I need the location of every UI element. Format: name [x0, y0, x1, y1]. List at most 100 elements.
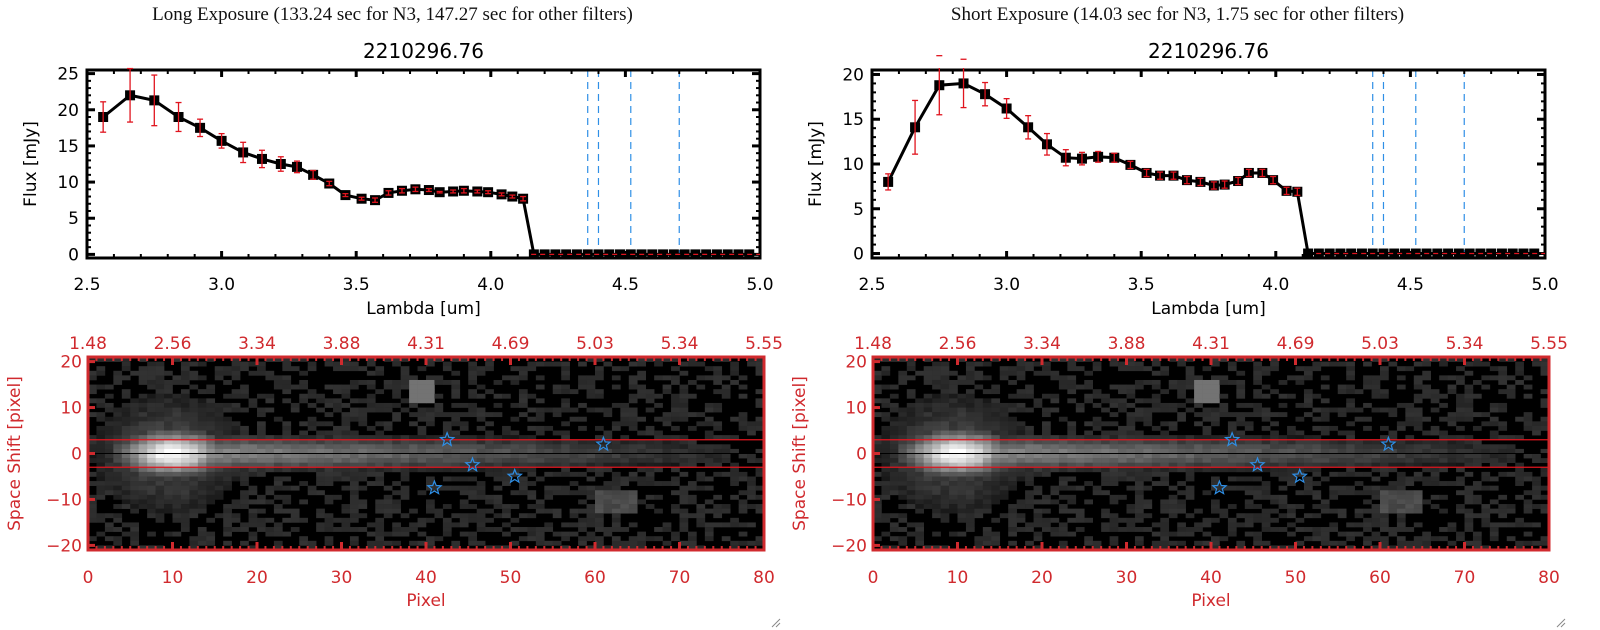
data-point-marker [1346, 248, 1357, 259]
x-tick-label: 50 [500, 568, 522, 588]
x-tick-label: 10 [947, 568, 969, 588]
y-axis-label: Space Shift [pixel] [790, 376, 810, 531]
data-point-marker [1335, 248, 1346, 259]
x-tick-label: 4.0 [1262, 275, 1289, 295]
y-tick-label: −10 [831, 490, 867, 510]
x-tick-label: 0 [868, 568, 879, 588]
data-point-marker [711, 249, 722, 260]
x-tick-label: 80 [1538, 568, 1560, 588]
long-exposure-spectrum-chart: 2210296.76 2.5 3.0 3.5 4.0 4.5 5.0 0 5 10 15 20 25 La… [21, 39, 774, 319]
y-axis-label: Flux [mJy] [806, 121, 826, 207]
x-tick-label: 10 [162, 568, 184, 588]
x-tick-label: 40 [415, 568, 437, 588]
x-tick-label: 70 [669, 568, 691, 588]
data-point-marker [1303, 248, 1314, 259]
y-axis-label: Flux [mJy] [21, 121, 41, 207]
x-tick-label: 2.5 [858, 275, 885, 295]
y-tick-label: 10 [845, 399, 867, 419]
top-wavelength-label: 3.88 [1108, 334, 1146, 354]
source-star-marker [1223, 431, 1241, 447]
data-point-marker [668, 249, 679, 260]
long-exposure-image-chart: 0 10 20 30 40 50 60 70 80 1.48 2.56 3.34 3.88 4.31 4.6… [5, 334, 783, 611]
data-point-marker [658, 249, 669, 260]
top-wavelength-label: 5.34 [1446, 334, 1484, 354]
chart-title: 2210296.76 [363, 39, 484, 63]
short-exposure-panel: Short Exposure (14.03 sec for N3, 1.75 s… [785, 0, 1570, 630]
y-axis-label: Space Shift [pixel] [5, 376, 25, 531]
top-wavelength-label: 5.03 [576, 334, 614, 354]
x-tick-label: 4.0 [477, 275, 504, 295]
x-axis-label: Pixel [406, 591, 445, 611]
top-wavelength-label: 2.56 [154, 334, 192, 354]
top-wavelength-label: 4.69 [1277, 334, 1315, 354]
panel-title: Long Exposure (133.24 sec for N3, 147.27… [152, 4, 633, 25]
intensity-image [873, 357, 1550, 551]
y-tick-label: 15 [57, 137, 79, 157]
top-wavelength-label: 5.55 [745, 334, 783, 354]
y-tick-label: 5 [853, 200, 864, 220]
y-tick-label: 20 [57, 101, 79, 121]
short-exposure-image-chart: 0 10 20 30 40 50 60 70 80 1.48 2.56 3.34 3.88 4.31 4.6… [790, 334, 1568, 611]
x-tick-label: 3.5 [1128, 275, 1155, 295]
x-tick-label: 80 [753, 568, 775, 588]
y-tick-label: −20 [831, 536, 867, 556]
data-point-marker [1400, 248, 1411, 259]
top-wavelength-label: 4.31 [407, 334, 445, 354]
source-star-marker [464, 456, 481, 473]
x-tick-label: 20 [1031, 568, 1053, 588]
x-tick-label: 50 [1285, 568, 1307, 588]
x-tick-label: 0 [83, 568, 94, 588]
x-axis-label: Lambda [um] [1151, 299, 1265, 319]
x-axis-label: Pixel [1191, 591, 1230, 611]
x-tick-label: 70 [1454, 568, 1476, 588]
x-tick-label: 20 [246, 568, 268, 588]
source-star-marker [1249, 456, 1266, 473]
y-tick-label: 0 [68, 245, 79, 265]
x-tick-label: 4.5 [612, 275, 639, 295]
y-tick-label: 5 [68, 209, 79, 229]
source-star-marker [595, 435, 612, 452]
y-tick-label: 0 [856, 445, 867, 465]
source-star-marker [426, 479, 443, 495]
top-wavelength-label: 3.88 [323, 334, 361, 354]
source-star-marker [1211, 479, 1228, 495]
top-wavelength-label: 5.03 [1361, 334, 1399, 354]
source-star-marker [506, 467, 523, 484]
plot-frame [870, 68, 1547, 260]
top-wavelength-label: 3.34 [1023, 334, 1061, 354]
top-wavelength-label: 1.48 [854, 334, 892, 354]
resize-grip-icon[interactable] [769, 616, 781, 628]
panel-title: Short Exposure (14.03 sec for N3, 1.75 s… [950, 4, 1405, 25]
top-wavelength-label: 1.48 [69, 334, 107, 354]
y-tick-label: 15 [842, 110, 864, 130]
x-tick-label: 3.5 [343, 275, 370, 295]
source-star-marker [1380, 435, 1397, 452]
data-point-marker [722, 249, 733, 260]
x-tick-label: 5.0 [746, 275, 773, 295]
y-tick-label: 10 [60, 399, 82, 419]
short-exposure-spectrum-chart: 2210296.76 2.5 3.0 3.5 4.0 4.5 5.0 0 5 10 15 20 Lamb… [806, 39, 1559, 319]
x-tick-label: 3.0 [993, 275, 1020, 295]
plot-frame [85, 68, 762, 260]
long-exposure-panel: Long Exposure (133.24 sec for N3, 147.27… [0, 0, 785, 630]
flux-series-line [886, 81, 1535, 255]
x-tick-label: 4.5 [1397, 275, 1424, 295]
y-tick-label: 20 [842, 65, 864, 85]
x-tick-label: 60 [584, 568, 606, 588]
data-point-marker [1453, 248, 1464, 259]
data-point-marker [615, 249, 626, 260]
y-tick-label: 10 [57, 173, 79, 193]
x-tick-label: 30 [331, 568, 353, 588]
y-tick-label: 0 [853, 245, 864, 265]
y-tick-label: 25 [57, 65, 79, 85]
y-tick-label: 20 [845, 353, 867, 373]
top-wavelength-label: 4.69 [492, 334, 530, 354]
x-tick-label: 3.0 [208, 275, 235, 295]
x-tick-label: 30 [1116, 568, 1138, 588]
top-wavelength-label: 4.31 [1192, 334, 1230, 354]
resize-grip-icon[interactable] [1554, 616, 1566, 628]
data-point-marker [604, 249, 615, 260]
top-wavelength-label: 2.56 [939, 334, 977, 354]
data-point-marker [1496, 248, 1507, 259]
source-star-marker [438, 431, 456, 447]
